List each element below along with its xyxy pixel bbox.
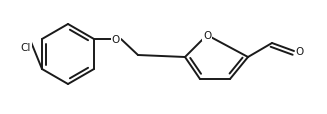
Text: O: O (112, 35, 120, 45)
Text: Cl: Cl (21, 43, 31, 53)
Text: O: O (203, 31, 211, 41)
Text: O: O (296, 47, 304, 57)
